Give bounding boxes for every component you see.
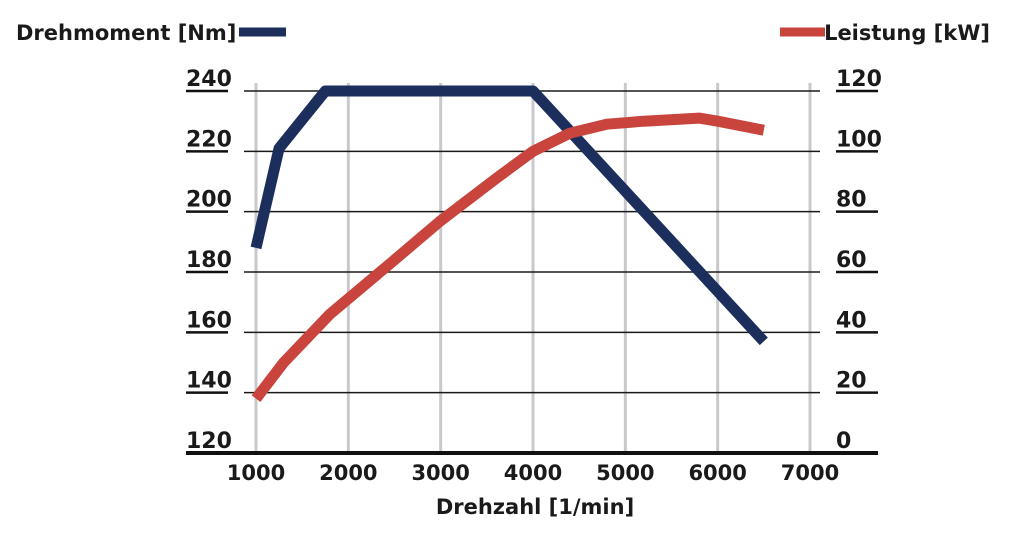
left-tick-label: 140	[186, 369, 232, 394]
right-tick-label: 0	[836, 429, 851, 454]
x-tick-label: 6000	[688, 461, 746, 485]
power-series-line	[251, 112, 765, 403]
right-tick-label: 60	[836, 248, 867, 273]
x-tick-label: 2000	[319, 461, 377, 485]
left-tick-label: 180	[186, 248, 232, 273]
left-tick-label: 240	[186, 67, 232, 92]
x-tick-label: 1000	[227, 461, 285, 485]
right-tick-label: 80	[836, 188, 867, 213]
torque-series-line	[250, 85, 768, 346]
right-tick-label: 40	[836, 308, 867, 333]
vertical-gridlines	[254, 83, 812, 453]
x-tick-label: 5000	[596, 461, 654, 485]
series-lines	[250, 85, 768, 403]
left-tick-label: 120	[186, 429, 232, 454]
right-tick-label: 100	[836, 127, 882, 152]
x-tick-label: 3000	[411, 461, 469, 485]
right-tick-label: 120	[836, 67, 882, 92]
right-axis-ticks: 0 20 40 60 80 100 120	[836, 67, 882, 455]
right-axis-title: Leistung [kW]	[824, 21, 990, 45]
left-axis-ticks: 120 140 160 180 200 220 240	[186, 67, 232, 455]
x-tick-label: 4000	[504, 461, 562, 485]
left-axis-title: Drehmoment [Nm]	[16, 21, 236, 45]
x-axis-title: Drehzahl [1/min]	[436, 495, 634, 519]
left-tick-label: 160	[186, 308, 232, 333]
x-axis-ticks: 1000 2000 3000 4000 5000 6000 7000	[227, 461, 839, 485]
right-tick-label: 20	[836, 369, 867, 394]
left-tick-label: 220	[186, 127, 232, 152]
left-tick-label: 200	[186, 188, 232, 213]
x-tick-label: 7000	[781, 461, 839, 485]
